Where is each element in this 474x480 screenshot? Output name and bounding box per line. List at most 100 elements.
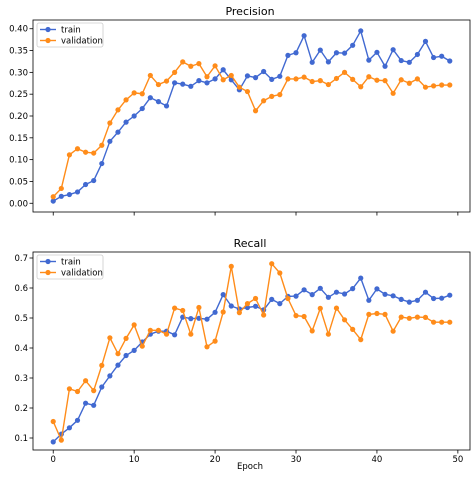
precision-legend: train validation bbox=[36, 22, 104, 48]
recall-legend-train-label: train bbox=[61, 258, 81, 268]
train-point bbox=[180, 81, 186, 87]
train-point bbox=[131, 347, 137, 353]
train-point bbox=[172, 80, 178, 86]
train-point bbox=[196, 78, 202, 84]
train-point bbox=[277, 73, 283, 79]
train-point bbox=[244, 73, 251, 79]
validation-point bbox=[317, 305, 323, 311]
validation-point bbox=[220, 309, 226, 315]
train-point bbox=[422, 38, 429, 44]
train-point bbox=[325, 294, 331, 300]
validation-point bbox=[277, 92, 283, 98]
validation-point bbox=[123, 97, 129, 103]
validation-point bbox=[358, 337, 364, 343]
validation-point bbox=[99, 362, 105, 368]
validation-point bbox=[50, 194, 56, 200]
precision-title: Precision bbox=[225, 5, 274, 18]
train-point bbox=[317, 285, 323, 291]
train-point bbox=[220, 67, 226, 73]
train-point bbox=[293, 50, 299, 56]
train-point bbox=[382, 63, 388, 69]
train-point bbox=[406, 59, 412, 65]
validation-point bbox=[139, 91, 145, 97]
validation-point bbox=[269, 93, 275, 99]
recall-legend-validation-marker bbox=[45, 269, 51, 276]
validation-point bbox=[107, 335, 113, 341]
train-point bbox=[333, 50, 340, 56]
validation-point bbox=[293, 76, 299, 82]
train-point bbox=[382, 291, 388, 297]
train-point bbox=[220, 292, 226, 298]
validation-point bbox=[422, 84, 429, 90]
train-point bbox=[244, 304, 251, 311]
validation-point bbox=[366, 74, 372, 80]
validation-point bbox=[212, 63, 218, 69]
validation-point bbox=[155, 327, 162, 333]
x-tick-label: 50 bbox=[452, 455, 463, 465]
train-point bbox=[252, 303, 259, 309]
precision-series bbox=[50, 28, 453, 204]
validation-point bbox=[261, 98, 267, 104]
validation-point bbox=[91, 150, 97, 156]
validation-point bbox=[439, 82, 445, 88]
y-tick-label: 0.7 bbox=[14, 254, 28, 264]
train-point bbox=[430, 54, 437, 61]
validation-point bbox=[204, 344, 210, 350]
validation-point bbox=[115, 351, 121, 357]
validation-point bbox=[333, 305, 340, 311]
validation-point bbox=[341, 69, 348, 75]
validation-point bbox=[180, 307, 186, 314]
validation-point bbox=[398, 314, 404, 320]
precision-panel: Precision 0.000.050.100.150.200.250.300.… bbox=[9, 5, 471, 216]
validation-point bbox=[66, 152, 73, 158]
validation-point bbox=[309, 78, 315, 85]
y-tick-label: 0.3 bbox=[14, 374, 28, 384]
train-point bbox=[66, 191, 73, 198]
validation-point bbox=[285, 76, 291, 82]
train-point bbox=[406, 299, 412, 305]
validation-point bbox=[382, 311, 388, 317]
validation-point bbox=[123, 335, 129, 341]
validation-point bbox=[228, 72, 234, 79]
validation-point bbox=[406, 315, 412, 321]
train-point bbox=[341, 50, 348, 56]
precision-legend-train-marker bbox=[45, 26, 51, 33]
validation-point bbox=[350, 76, 356, 82]
validation-point bbox=[188, 331, 194, 337]
train-point bbox=[163, 103, 170, 109]
train-point bbox=[212, 309, 218, 315]
validation-point bbox=[83, 149, 89, 155]
y-tick-label: 0.25 bbox=[9, 90, 28, 100]
train-point bbox=[301, 33, 307, 39]
validation-point bbox=[58, 437, 64, 443]
recall-panel: Recall 0.1 0.2 0.3 0.4 0.5 0.6 0.7 0 10 20 30 40 50… bbox=[14, 237, 471, 472]
train-point bbox=[107, 373, 113, 379]
train-point bbox=[422, 289, 429, 295]
validation-point bbox=[74, 388, 81, 395]
validation-point bbox=[139, 343, 145, 349]
validation-point bbox=[406, 80, 412, 86]
validation-point bbox=[244, 301, 251, 307]
train-point bbox=[204, 80, 210, 86]
validation-point bbox=[163, 331, 170, 337]
train-point bbox=[99, 384, 105, 390]
train-point bbox=[269, 76, 275, 82]
validation-point bbox=[220, 77, 226, 83]
validation-point bbox=[414, 314, 420, 320]
validation-point bbox=[91, 388, 97, 394]
validation-point bbox=[277, 270, 283, 276]
train-point bbox=[333, 289, 340, 295]
train-point bbox=[99, 160, 105, 167]
train-point bbox=[430, 295, 437, 302]
train-point bbox=[115, 362, 121, 368]
train-point bbox=[74, 417, 81, 423]
train-point bbox=[293, 293, 299, 299]
precision-legend-train-label: train bbox=[61, 26, 81, 36]
validation-point bbox=[252, 295, 259, 302]
train-point bbox=[188, 316, 194, 322]
validation-point bbox=[269, 261, 275, 267]
train-point bbox=[439, 53, 445, 59]
train-point bbox=[285, 52, 291, 58]
validation-point bbox=[382, 78, 388, 84]
